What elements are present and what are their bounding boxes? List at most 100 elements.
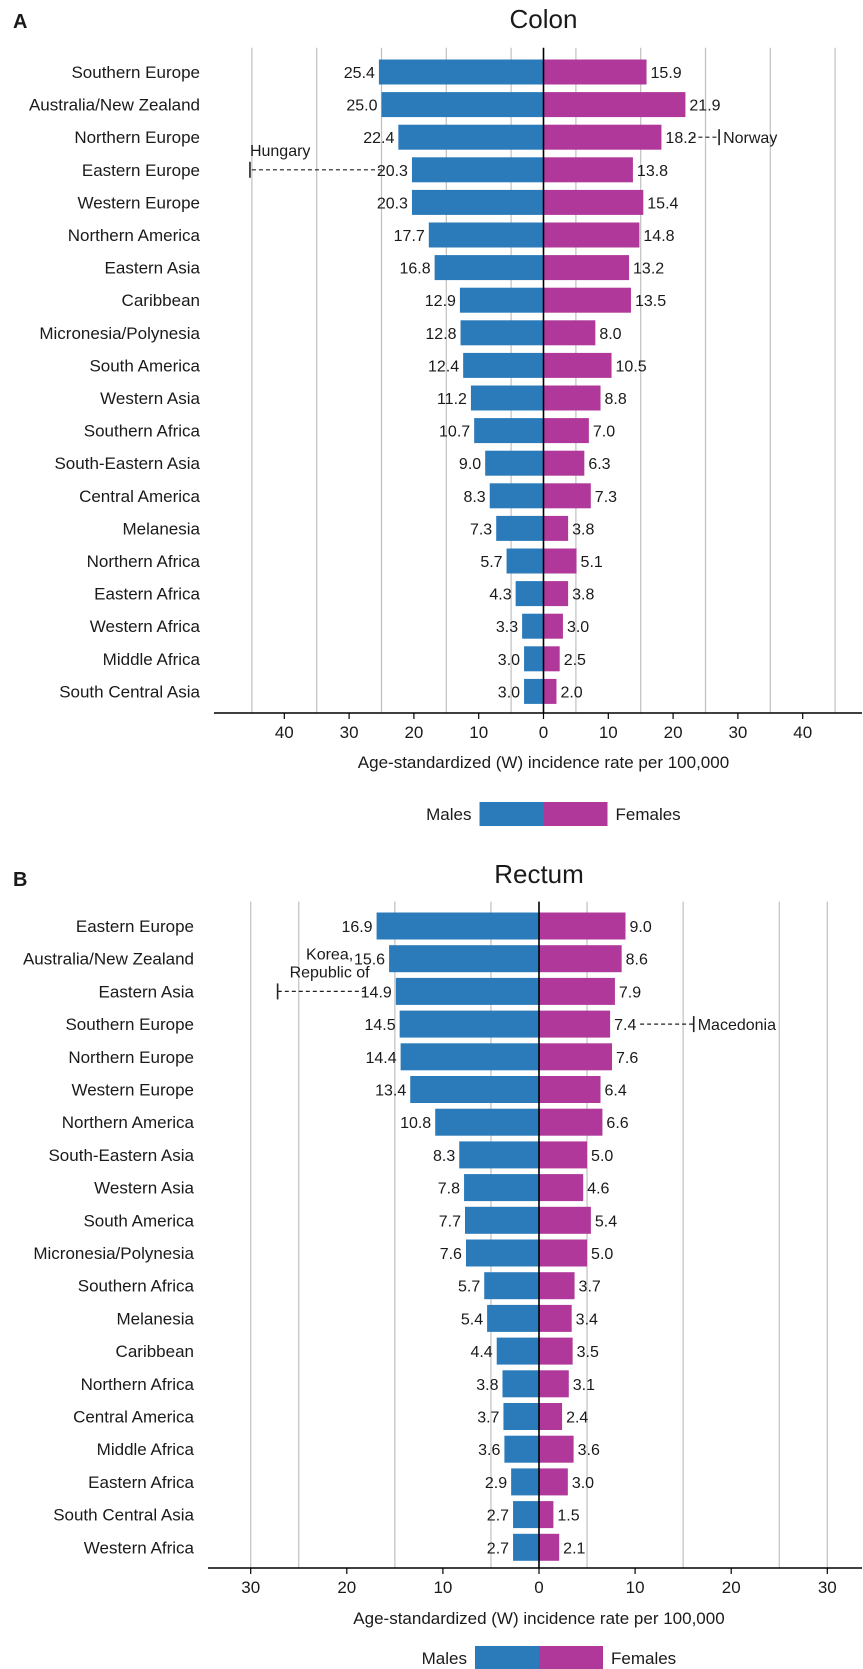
bar-males (465, 1239, 539, 1267)
category-label: South America (83, 1211, 194, 1230)
data-label-females: 3.1 (573, 1377, 595, 1394)
bar-males (484, 1272, 539, 1300)
legend-swatch-females (543, 802, 608, 826)
data-label-males: 10.7 (439, 424, 470, 441)
category-label: Northern Europe (74, 128, 200, 147)
bar-females (543, 222, 640, 248)
data-label-males: 13.4 (375, 1083, 406, 1100)
data-label-females: 3.0 (567, 619, 589, 636)
data-label-males: 14.5 (365, 1017, 396, 1034)
bar-males (389, 945, 539, 973)
x-tick-label: 0 (539, 723, 548, 742)
category-label: Caribbean (116, 1342, 194, 1361)
data-label-females: 8.0 (599, 326, 621, 343)
bar-females (543, 678, 557, 704)
data-label-females: 5.0 (591, 1246, 613, 1263)
data-label-males: 3.3 (496, 619, 518, 636)
data-label-females: 2.1 (563, 1540, 585, 1557)
x-axis-label: Age-standardized (W) incidence rate per … (358, 753, 729, 772)
chart-title: Rectum (494, 859, 584, 889)
data-label-males: 12.8 (425, 326, 456, 343)
x-tick-label: 20 (664, 723, 683, 742)
category-label: Eastern Africa (94, 585, 200, 604)
bar-males (428, 222, 544, 248)
data-label-males: 14.4 (365, 1050, 396, 1067)
bar-males (504, 1435, 539, 1463)
data-label-males: 4.4 (470, 1344, 492, 1361)
bar-males (511, 1468, 539, 1496)
bar-females (539, 945, 622, 973)
category-label: Western Asia (100, 389, 200, 408)
x-tick-label: 30 (728, 723, 747, 742)
data-label-females: 8.6 (626, 952, 648, 969)
data-label-females: 2.5 (564, 652, 586, 669)
category-label: Eastern Asia (105, 259, 201, 278)
bar-females (543, 515, 569, 541)
annotation-label: Macedonia (698, 1017, 776, 1034)
data-label-males: 16.9 (341, 919, 372, 936)
bar-females (543, 385, 601, 411)
category-label: Central America (73, 1408, 194, 1427)
data-label-females: 13.2 (633, 261, 664, 278)
category-label: Southern Africa (78, 1277, 195, 1296)
bar-males (465, 1206, 539, 1234)
data-label-females: 3.0 (572, 1475, 594, 1492)
category-label: Western Europe (71, 1081, 194, 1100)
data-label-males: 3.6 (478, 1442, 500, 1459)
x-tick-label: 10 (599, 723, 618, 742)
annotation-label: Norway (723, 130, 777, 147)
data-label-females: 3.8 (572, 587, 594, 604)
bar-females (543, 483, 591, 509)
data-label-males: 5.4 (461, 1311, 483, 1328)
data-label-females: 7.0 (593, 424, 615, 441)
data-label-females: 1.5 (557, 1508, 579, 1525)
x-tick-label: 30 (241, 1578, 260, 1597)
x-tick-label: 20 (404, 723, 423, 742)
bar-females (539, 1206, 591, 1234)
data-label-females: 14.8 (643, 228, 674, 245)
bar-males (434, 255, 544, 281)
bar-females (539, 1141, 588, 1169)
bar-females (539, 1043, 613, 1071)
data-label-females: 3.4 (576, 1311, 598, 1328)
data-label-males: 5.7 (458, 1279, 480, 1296)
legend: Males Females (422, 1646, 676, 1669)
data-label-males: 11.2 (437, 391, 467, 408)
bar-males (411, 189, 544, 215)
bar-males (506, 548, 544, 574)
bar-males (378, 59, 544, 85)
data-label-females: 5.0 (591, 1148, 613, 1165)
data-label-males: 20.3 (377, 195, 408, 212)
category-label: Eastern Europe (82, 161, 200, 180)
data-label-females: 3.6 (578, 1442, 600, 1459)
legend-swatch-males (475, 1646, 539, 1669)
data-label-males: 3.0 (498, 652, 520, 669)
data-label-females: 6.3 (588, 456, 610, 473)
bar-males (496, 1337, 539, 1365)
bar-males (474, 418, 544, 444)
category-label: Australia/New Zealand (23, 950, 194, 969)
data-label-females: 15.9 (651, 65, 682, 82)
bar-females (539, 1337, 573, 1365)
bar-females (543, 255, 630, 281)
category-label: Central America (79, 487, 200, 506)
data-label-males: 2.7 (487, 1540, 509, 1557)
category-label: Western Africa (90, 617, 201, 636)
bar-males (411, 157, 544, 183)
category-label: South America (89, 356, 200, 375)
data-label-females: 6.6 (606, 1115, 628, 1132)
data-label-males: 25.0 (346, 98, 377, 115)
data-label-males: 20.3 (377, 163, 408, 180)
data-label-males: 7.7 (439, 1213, 461, 1230)
category-label: Southern Europe (71, 63, 200, 82)
bar-males (524, 646, 544, 672)
category-label: South Central Asia (53, 1506, 194, 1525)
data-label-males: 2.9 (485, 1475, 507, 1492)
category-label: South-Eastern Asia (48, 1146, 194, 1165)
bar-males (410, 1076, 539, 1103)
data-label-females: 7.3 (595, 489, 617, 506)
bar-females (543, 613, 563, 639)
category-label: Southern Europe (65, 1015, 194, 1034)
bar-females (543, 581, 569, 607)
